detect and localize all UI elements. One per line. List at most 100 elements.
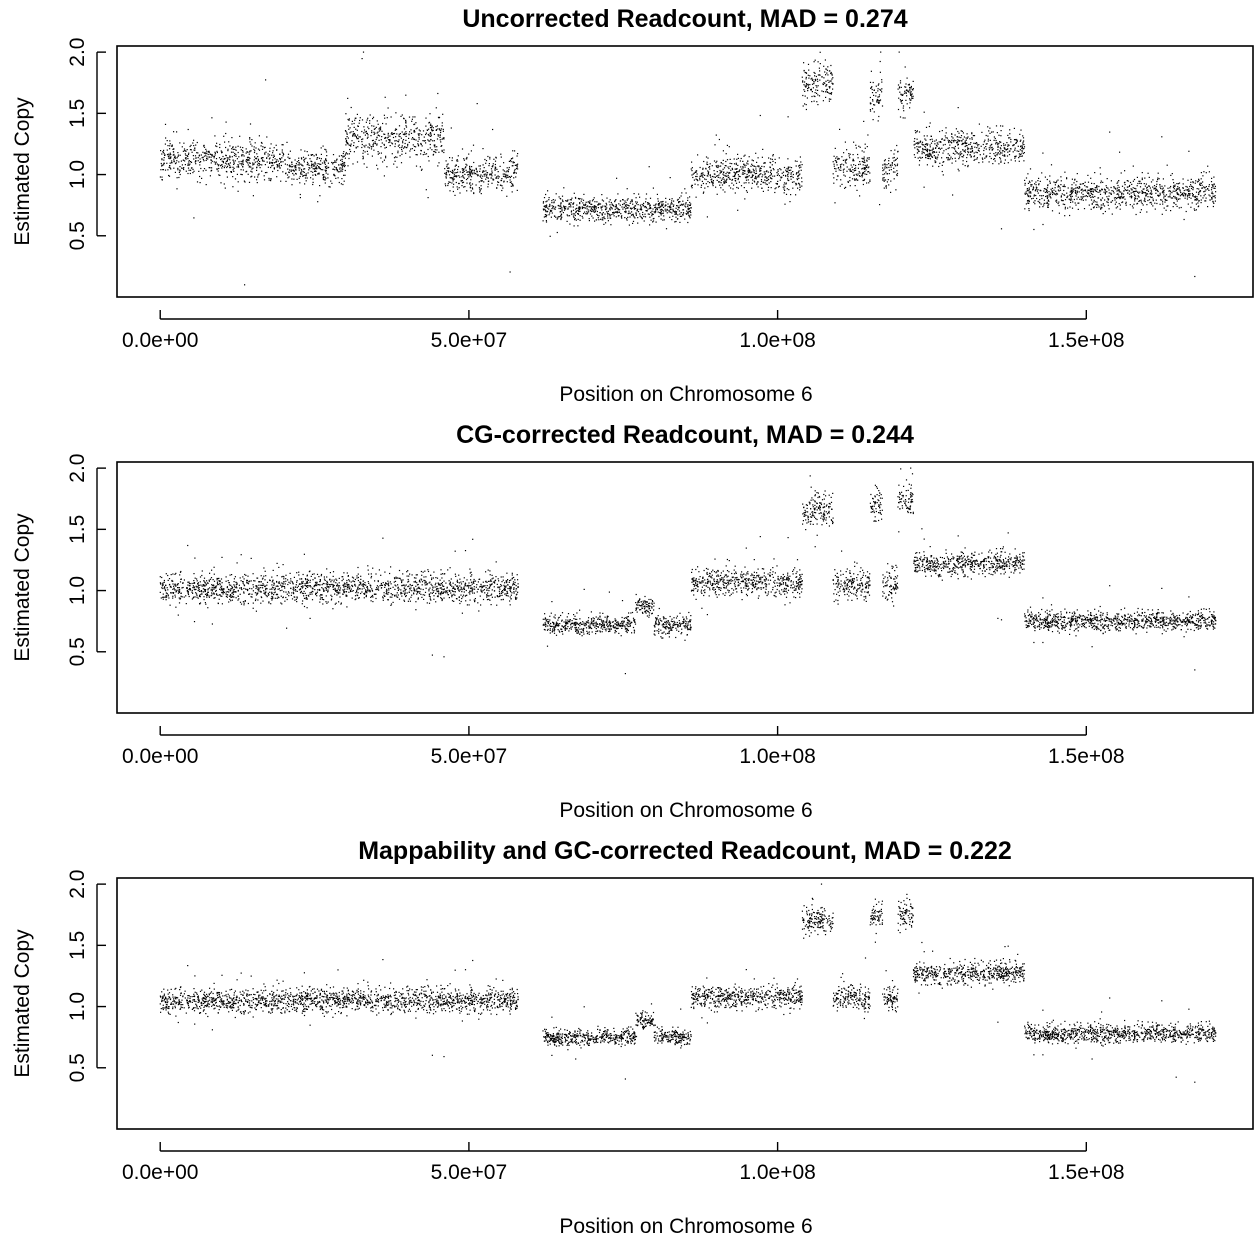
data-point <box>883 187 885 189</box>
data-point <box>1107 201 1109 204</box>
data-point <box>500 153 502 155</box>
data-point <box>262 157 264 159</box>
data-point <box>1123 196 1125 198</box>
data-point <box>1165 209 1167 211</box>
data-point <box>1199 184 1201 186</box>
data-point <box>1046 196 1048 198</box>
data-point <box>662 212 664 214</box>
data-point <box>199 164 201 166</box>
data-point <box>1174 196 1176 198</box>
data-point <box>462 170 464 172</box>
data-point <box>935 144 938 146</box>
data-point <box>252 164 254 166</box>
data-point <box>281 576 283 578</box>
data-point <box>672 210 674 212</box>
data-point <box>457 160 459 162</box>
data-point <box>396 156 398 158</box>
data-point <box>496 176 498 178</box>
data-point <box>909 107 911 109</box>
data-point <box>166 162 168 164</box>
data-point <box>291 166 293 168</box>
data-point <box>1187 190 1189 192</box>
data-point <box>442 128 444 130</box>
data-point <box>479 168 481 170</box>
data-point <box>272 159 274 161</box>
data-point <box>1198 179 1200 181</box>
data-point <box>512 162 514 164</box>
data-point <box>220 182 222 184</box>
data-point <box>878 94 881 96</box>
data-point <box>1025 177 1028 179</box>
data-point <box>663 215 665 217</box>
data-point <box>302 156 305 158</box>
data-point <box>374 128 376 130</box>
data-point <box>345 153 347 155</box>
data-point <box>367 134 369 136</box>
data-point <box>992 131 994 133</box>
data-point <box>1000 160 1002 162</box>
data-point <box>1084 190 1086 192</box>
data-point <box>614 208 616 210</box>
data-point <box>1120 197 1122 199</box>
data-point <box>549 212 551 214</box>
data-point <box>1162 178 1164 180</box>
data-point <box>1066 192 1068 194</box>
data-point <box>687 212 689 215</box>
data-point <box>902 94 904 96</box>
data-point <box>822 100 824 102</box>
data-point <box>1002 154 1004 156</box>
data-point <box>237 164 239 166</box>
data-point <box>266 161 268 163</box>
data-point <box>996 142 999 144</box>
data-point <box>969 138 971 140</box>
data-point <box>1093 183 1095 185</box>
data-point <box>1108 195 1110 197</box>
data-point <box>687 221 689 224</box>
data-point <box>927 153 929 155</box>
data-point <box>1119 198 1121 200</box>
data-point <box>176 160 178 162</box>
data-point <box>627 207 629 209</box>
data-point <box>588 202 591 204</box>
data-point <box>1108 198 1110 200</box>
data-point <box>1042 206 1044 208</box>
data-point <box>288 171 290 173</box>
data-point <box>614 200 616 202</box>
data-point <box>679 213 681 215</box>
data-point <box>574 196 577 199</box>
data-point <box>720 179 723 181</box>
data-point <box>582 202 584 204</box>
data-point <box>471 169 473 171</box>
data-point <box>691 174 693 176</box>
data-point <box>1013 144 1015 146</box>
data-point <box>643 215 645 218</box>
data-point <box>305 180 307 182</box>
data-point <box>739 160 741 162</box>
data-point <box>832 161 834 163</box>
data-point <box>984 139 986 141</box>
data-point <box>326 167 328 169</box>
data-point <box>894 165 897 167</box>
data-point <box>645 193 648 195</box>
data-point <box>691 161 693 163</box>
data-point <box>759 173 761 175</box>
data-point <box>579 206 581 208</box>
data-point <box>174 573 176 575</box>
data-point <box>1192 181 1194 183</box>
data-point <box>1111 190 1113 192</box>
data-point <box>1030 191 1032 193</box>
data-point <box>974 158 976 161</box>
data-point <box>429 132 432 134</box>
data-point <box>353 122 355 125</box>
data-point <box>1100 199 1102 202</box>
data-point <box>863 168 866 170</box>
data-point <box>467 174 469 176</box>
data-point <box>544 215 547 218</box>
data-point <box>710 179 712 181</box>
data-point <box>853 170 855 172</box>
data-point <box>205 159 207 161</box>
data-point <box>289 169 291 171</box>
data-point <box>546 200 548 202</box>
data-point <box>476 173 478 176</box>
data-point <box>859 163 861 165</box>
